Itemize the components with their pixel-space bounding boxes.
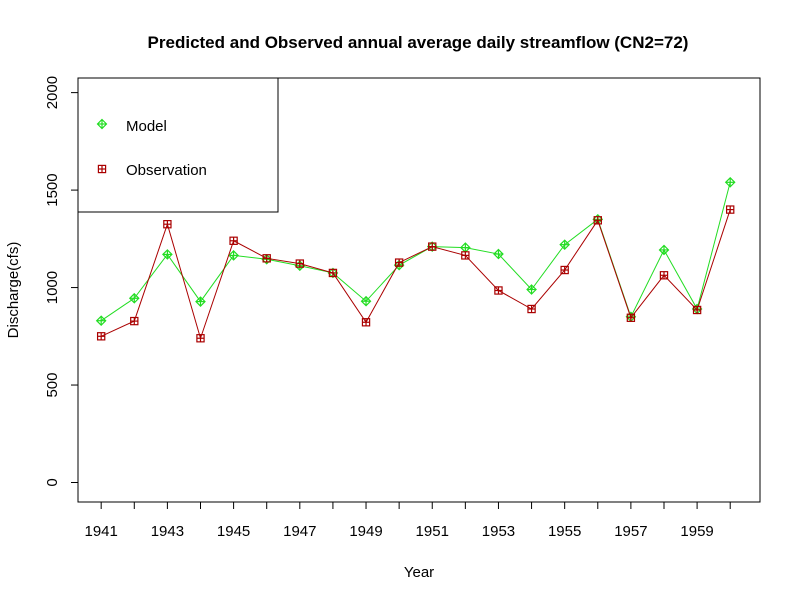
legend-label-observation: Observation bbox=[126, 162, 207, 179]
data-point-observation bbox=[394, 258, 404, 267]
data-point-observation bbox=[163, 220, 172, 229]
data-point-observation bbox=[328, 268, 338, 278]
data-point-model bbox=[195, 296, 206, 307]
x-axis-title: Year bbox=[404, 564, 434, 581]
series-observation bbox=[96, 205, 735, 343]
x-tick-label: 1953 bbox=[482, 523, 515, 540]
data-point-model bbox=[360, 295, 372, 307]
data-point-observation bbox=[626, 313, 636, 322]
x-tick-label: 1943 bbox=[151, 523, 184, 540]
data-point-model bbox=[559, 239, 571, 251]
x-tick-label: 1945 bbox=[217, 523, 250, 540]
data-point-observation bbox=[428, 242, 437, 251]
data-point-observation bbox=[494, 286, 503, 295]
data-point-model bbox=[95, 315, 107, 327]
data-point-model bbox=[724, 176, 736, 188]
x-tick-label: 1947 bbox=[283, 523, 316, 540]
y-axis-title: Discharge(cfs) bbox=[5, 242, 22, 339]
data-point-observation bbox=[692, 305, 702, 315]
chart-title: Predicted and Observed annual average da… bbox=[148, 33, 689, 52]
legend-symbol-model bbox=[96, 118, 108, 130]
data-point-observation bbox=[527, 304, 536, 314]
data-point-model bbox=[526, 284, 537, 295]
y-tick-label: 2000 bbox=[44, 76, 61, 109]
data-point-observation bbox=[659, 271, 669, 280]
legend-symbol-observation bbox=[97, 164, 107, 174]
data-point-model bbox=[658, 244, 670, 256]
data-point-observation bbox=[361, 318, 371, 327]
data-point-observation bbox=[560, 265, 569, 275]
data-point-observation bbox=[229, 236, 238, 245]
data-point-observation bbox=[130, 316, 139, 326]
x-tick-label: 1951 bbox=[416, 523, 449, 540]
series-layer bbox=[95, 176, 736, 343]
y-tick-label: 1500 bbox=[44, 173, 61, 206]
data-point-observation bbox=[295, 259, 305, 268]
legend-marker-observation bbox=[97, 164, 107, 174]
x-tick-label: 1949 bbox=[349, 523, 382, 540]
data-point-observation bbox=[593, 216, 602, 225]
legend-label-model: Model bbox=[126, 118, 167, 135]
data-point-observation bbox=[196, 334, 205, 343]
y-tick-label: 500 bbox=[44, 373, 61, 398]
legend-box bbox=[77, 77, 279, 213]
series-line-observation bbox=[100, 209, 731, 340]
data-point-observation bbox=[726, 205, 735, 214]
legend-marker-model bbox=[96, 118, 108, 130]
data-point-model bbox=[493, 248, 504, 260]
data-point-model bbox=[162, 249, 173, 260]
y-tick-label: 0 bbox=[44, 478, 61, 486]
y-axis: 0 500 1000 1500 2000 bbox=[44, 76, 79, 487]
data-point-observation bbox=[461, 251, 470, 260]
x-axis: 1941 1943 1945 1947 1949 1951 1953 1955 1957 1959 bbox=[84, 501, 731, 540]
data-point-observation bbox=[262, 254, 271, 263]
x-tick-label: 1957 bbox=[614, 523, 647, 540]
data-point-observation bbox=[96, 332, 106, 341]
legend: Model Observation bbox=[77, 77, 279, 213]
y-tick-label: 1000 bbox=[44, 271, 61, 304]
data-point-model bbox=[128, 292, 140, 304]
x-tick-label: 1955 bbox=[548, 523, 581, 540]
x-tick-label: 1959 bbox=[680, 523, 713, 540]
data-point-model bbox=[228, 250, 239, 261]
x-tick-label: 1941 bbox=[84, 523, 117, 540]
data-point-model bbox=[460, 242, 471, 253]
